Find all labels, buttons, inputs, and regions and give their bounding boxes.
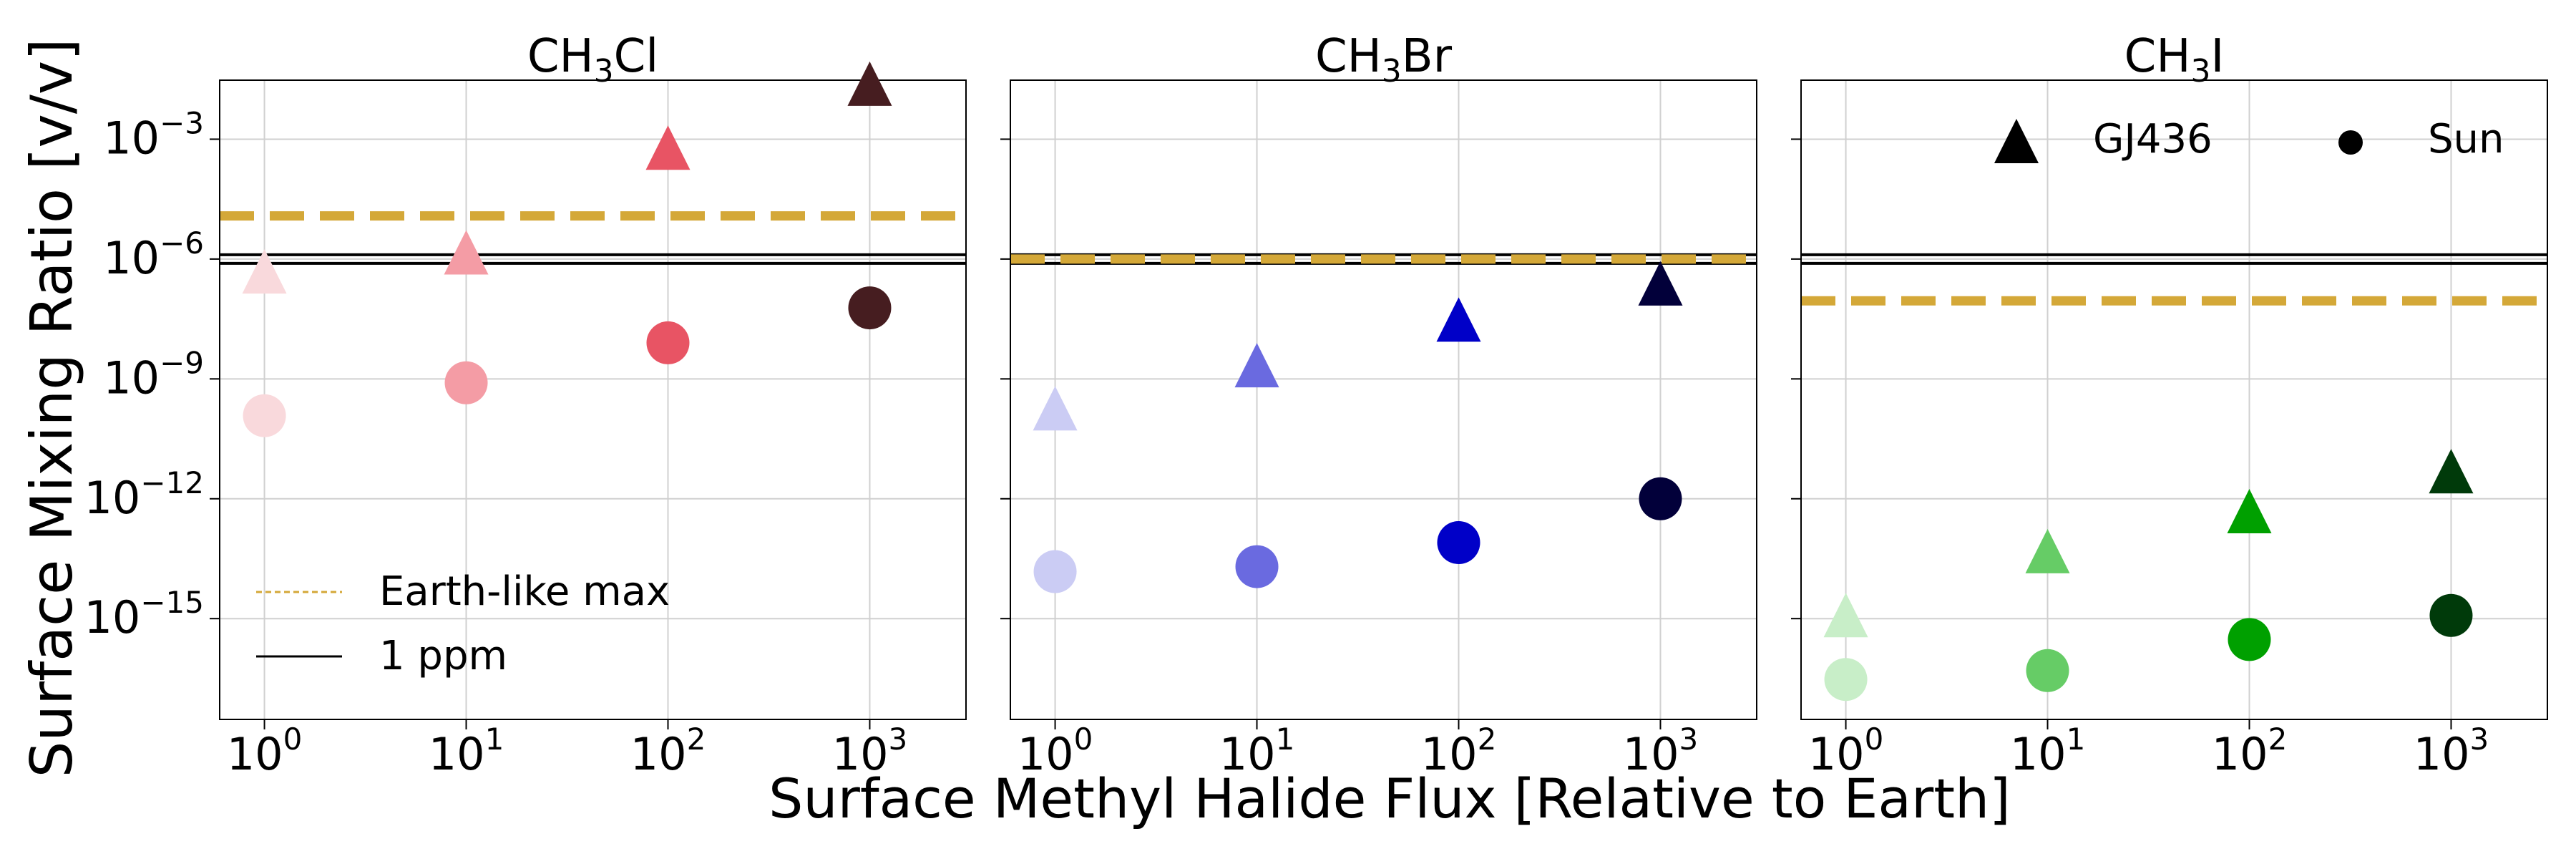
panel-title: CH3Br [1315, 30, 1453, 89]
x-axis-label: Surface Methyl Halide Flux [Relative to … [769, 767, 2011, 830]
triangle-marker-gj436 [2429, 449, 2474, 494]
legend-1ppm-label: 1 ppm [379, 633, 507, 679]
x-tick-label: 101 [429, 722, 504, 780]
triangle-marker-gj436 [242, 249, 287, 294]
panel-title: CH3I [2124, 30, 2225, 89]
y-tick-label: 10−3 [103, 105, 204, 164]
triangle-marker-gj436 [645, 125, 691, 170]
x-tick-label: 103 [1623, 722, 1699, 780]
circle-marker-sun [1033, 550, 1077, 593]
legend-lines: Earth-like max 1 ppm [256, 568, 670, 679]
triangle-marker-gj436 [1033, 386, 1078, 431]
circle-marker-sun [1437, 520, 1480, 564]
panel-i: 100 101 102 103 CH3I [1791, 30, 2548, 780]
circle-marker-sun [2228, 618, 2271, 661]
x-tick-label: 101 [2010, 722, 2086, 780]
axes-frame [1800, 79, 2548, 720]
legend-markers: GJ436 Sun [1994, 116, 2504, 163]
axes-frame [219, 79, 967, 720]
x-tick-label: 100 [1018, 722, 1093, 780]
triangle-marker-gj436 [1234, 343, 1279, 388]
circle-marker-sun [1639, 477, 1682, 520]
legend-gj436-triangle-marker [1994, 119, 2039, 163]
triangle-marker-gj436 [1436, 297, 1481, 342]
x-tick-label: 102 [630, 722, 706, 780]
legend-earth-like-max-label: Earth-like max [379, 568, 670, 615]
triangle-marker-gj436 [847, 61, 892, 106]
circle-marker-sun [243, 394, 286, 437]
y-tick-label: 10−6 [103, 225, 204, 284]
y-tick-label: 10−9 [103, 345, 204, 404]
circle-marker-sun [2429, 593, 2473, 637]
circle-marker-sun [2026, 649, 2069, 692]
legend-sun-circle-marker [2338, 130, 2363, 155]
y-tick-label: 10−12 [84, 465, 204, 524]
triangle-marker-gj436 [2025, 528, 2070, 573]
triangle-marker-gj436 [2227, 489, 2272, 534]
x-tick-label: 102 [1421, 722, 1497, 780]
circle-marker-sun [1235, 545, 1279, 588]
x-tick-label: 103 [832, 722, 908, 780]
x-tick-label: 102 [2212, 722, 2288, 780]
legend-sun-label: Sun [2428, 116, 2504, 162]
triangle-marker-gj436 [444, 230, 489, 275]
y-axis-label: Surface Mixing Ratio [v/v] [19, 39, 85, 778]
panel-title: CH3Cl [527, 30, 658, 89]
triangle-marker-gj436 [1823, 593, 1868, 638]
panels: 100 101 102 10310−310−610−910−1210−15CH3Cl1… [84, 30, 2548, 780]
panel-br: 100 101 102 103 CH3Br [1000, 30, 1757, 780]
circle-marker-sun [848, 286, 892, 330]
triangle-marker-gj436 [1638, 261, 1683, 306]
y-tick-label: 10−15 [84, 585, 204, 644]
axes-frame [1010, 79, 1757, 720]
circle-marker-sun [444, 361, 488, 404]
panel-cl: 100 101 102 103 10−3 10−6 10−9 10−12 10−15 CH3Cl [84, 30, 967, 780]
x-tick-label: 100 [227, 722, 303, 780]
x-tick-label: 103 [2414, 722, 2489, 780]
x-tick-label: 100 [1808, 722, 1884, 780]
circle-marker-sun [1824, 658, 1868, 702]
x-tick-label: 101 [1219, 722, 1295, 780]
circle-marker-sun [646, 321, 690, 364]
legend-gj436-label: GJ436 [2093, 116, 2212, 162]
